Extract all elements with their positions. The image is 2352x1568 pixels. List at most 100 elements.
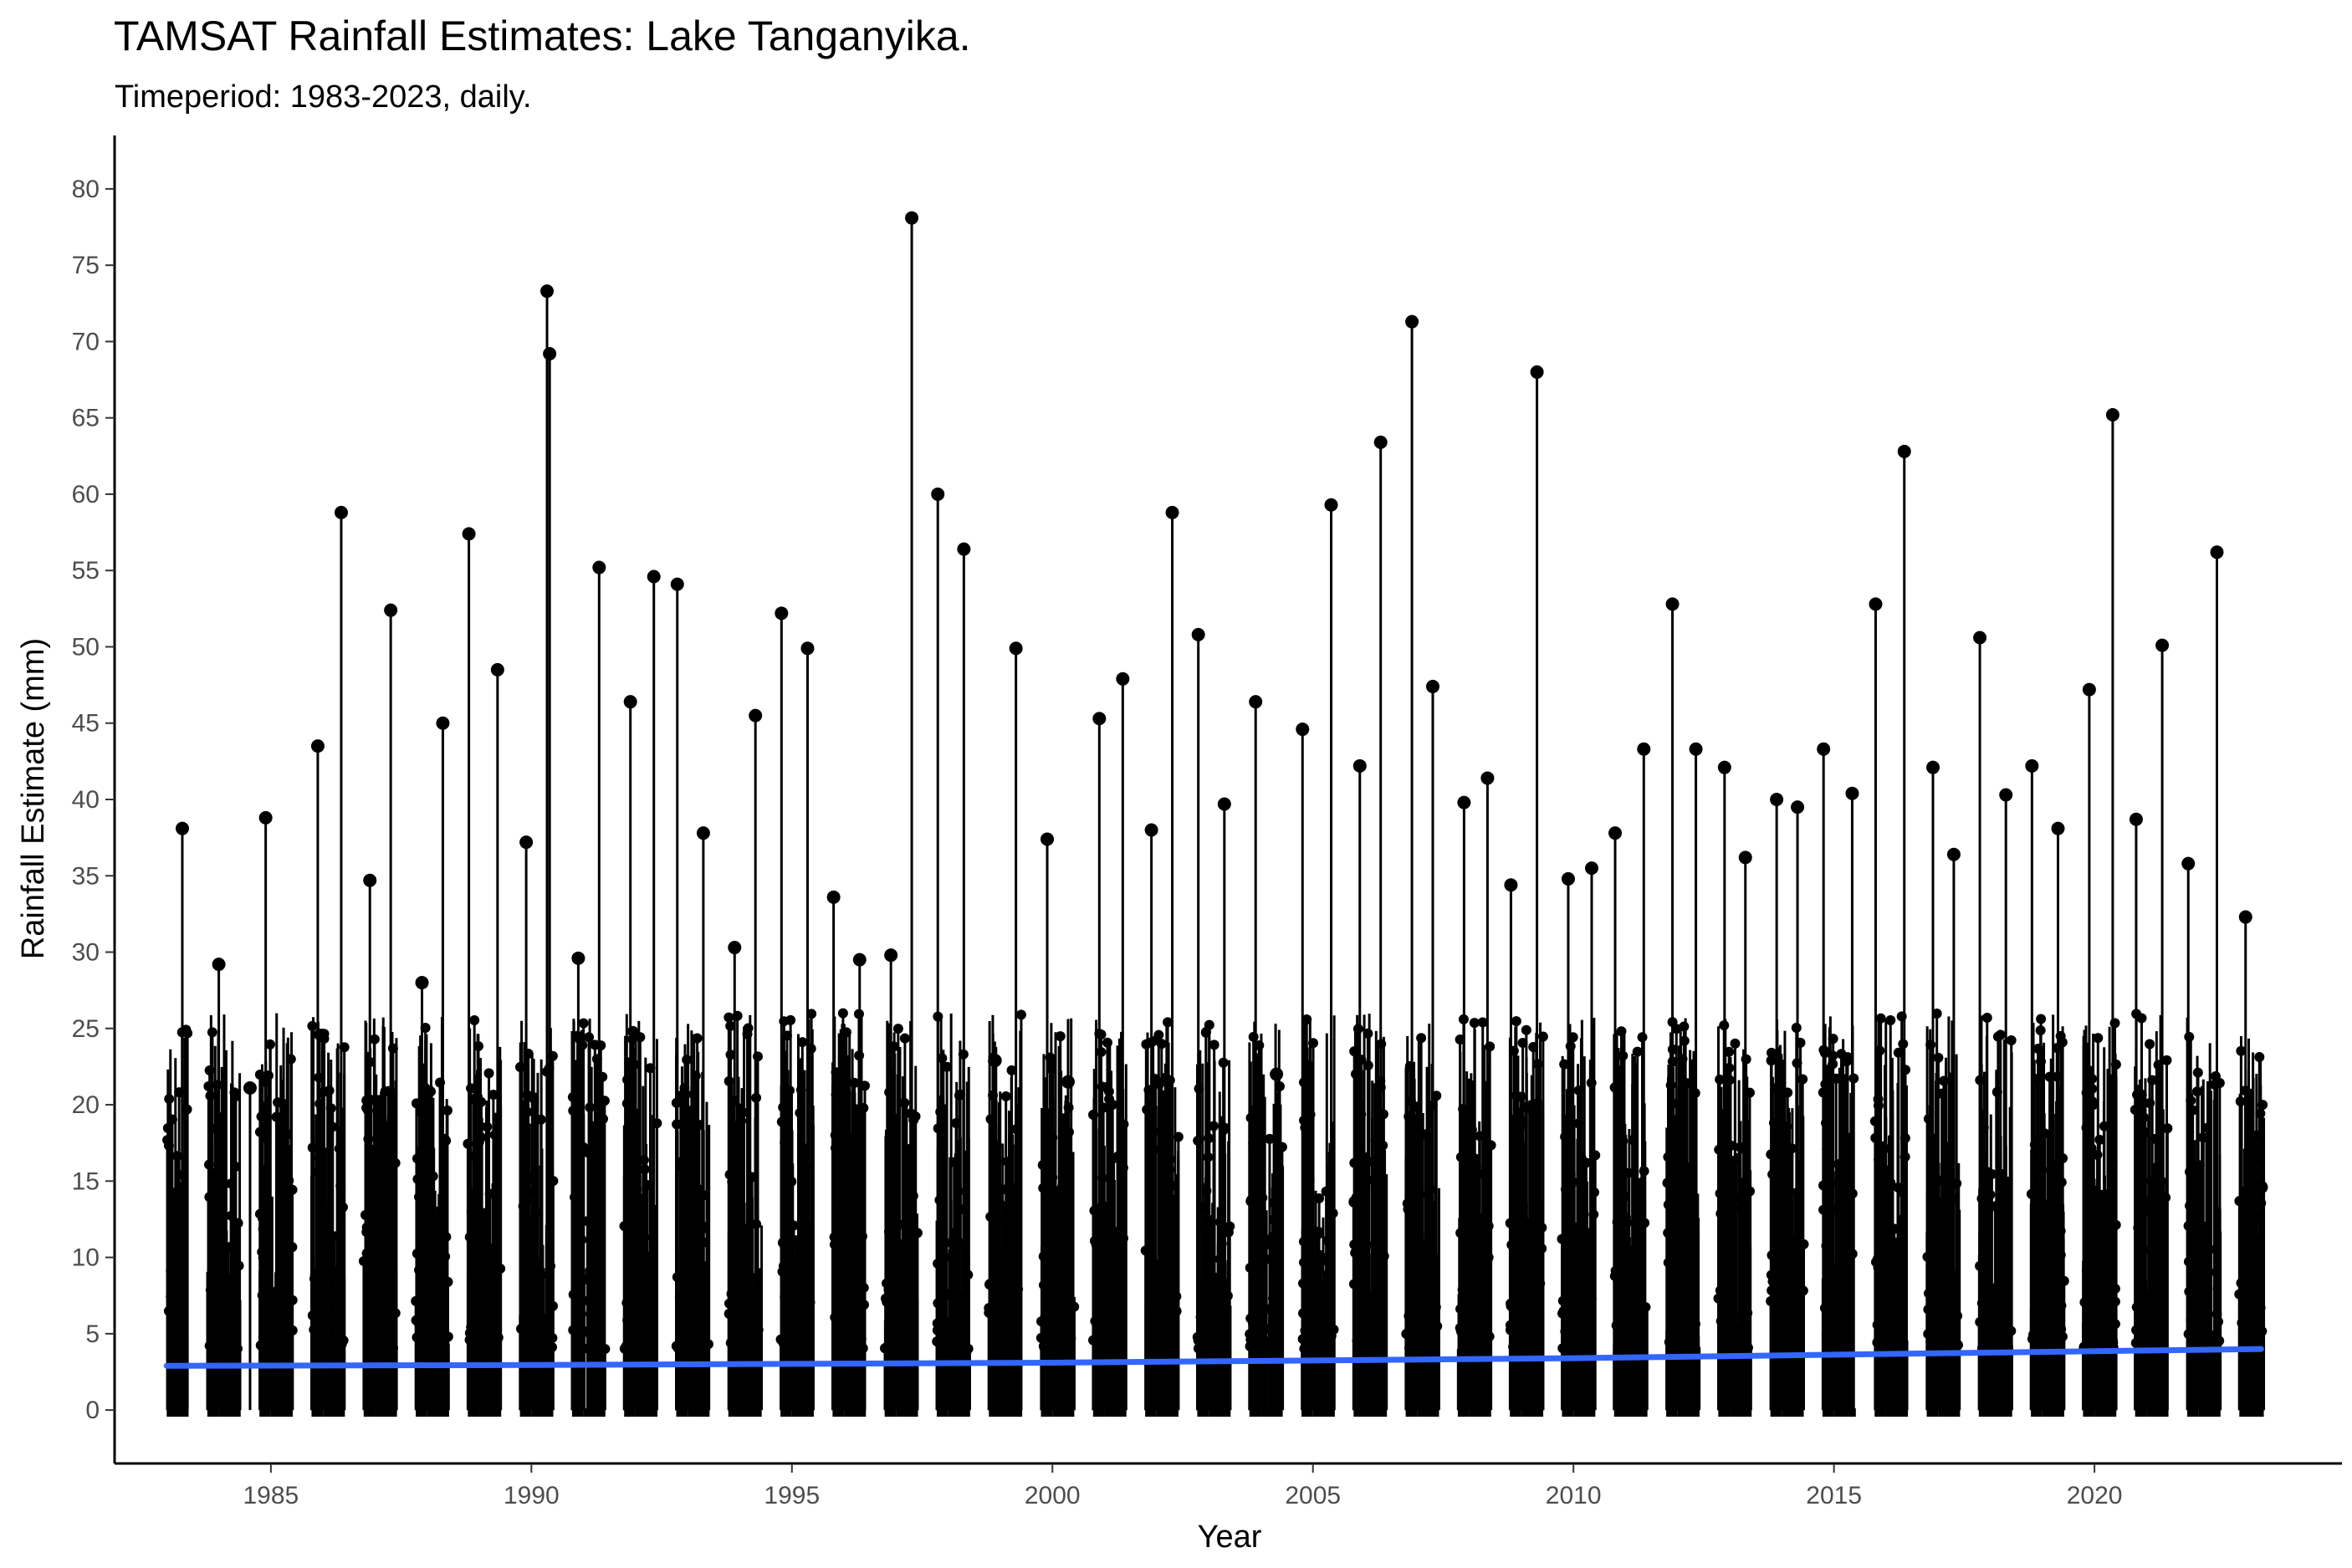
daily-rainfall-point [1420, 1129, 1431, 1140]
daily-rainfall-point [1621, 1246, 1632, 1257]
daily-rainfall-point [1637, 1032, 1648, 1043]
daily-rainfall-point [1000, 1091, 1011, 1102]
daily-rainfall-point [1469, 1018, 1480, 1029]
daily-rainfall-point [590, 1039, 601, 1050]
daily-rainfall-point [1209, 1039, 1219, 1050]
zero-rainfall-band [1260, 1408, 1283, 1417]
daily-rainfall-point [692, 1033, 703, 1044]
daily-rainfall-point [1767, 1047, 1777, 1058]
zero-rainfall-band [519, 1408, 532, 1417]
daily-rainfall-point [858, 1282, 869, 1293]
zero-rainfall-band [1104, 1408, 1127, 1417]
daily-rainfall-point [723, 1012, 734, 1023]
daily-rainfall-point [1523, 1276, 1534, 1287]
daily-rainfall-point [1521, 1101, 1531, 1112]
daily-rainfall-point [1416, 1033, 1427, 1044]
daily-rainfall-point [984, 1279, 994, 1290]
daily-rainfall-point [426, 1086, 437, 1097]
zero-rainfall-band [479, 1408, 502, 1417]
daily-rainfall-point [858, 1102, 869, 1113]
daily-rainfall-point [1363, 1028, 1373, 1039]
daily-rainfall-point [1682, 1254, 1693, 1265]
zero-rainfall-band [1052, 1408, 1075, 1417]
daily-rainfall-point [1623, 1167, 1634, 1178]
daily-rainfall-point [469, 1015, 480, 1026]
daily-rainfall-point [1632, 1046, 1643, 1057]
zero-rainfall-band [948, 1408, 970, 1417]
zero-rainfall-band [896, 1408, 918, 1417]
zero-rainfall-band [635, 1408, 658, 1417]
daily-rainfall-point [1204, 1019, 1214, 1030]
daily-rainfall-point [1671, 1024, 1682, 1034]
zero-rainfall-band [1301, 1408, 1313, 1417]
daily-rainfall-point [1766, 1055, 1777, 1066]
zero-rainfall-band [1625, 1408, 1648, 1417]
daily-rainfall-point [1171, 1291, 1182, 1302]
daily-rainfall-point [1245, 1195, 1256, 1206]
zero-rainfall-band [780, 1408, 792, 1417]
daily-rainfall-point [631, 1140, 642, 1151]
zero-rainfall-band [1405, 1408, 1418, 1417]
zero-rainfall-band [844, 1408, 867, 1417]
daily-rainfall-point [1055, 1031, 1066, 1042]
daily-rainfall-point [171, 1151, 182, 1162]
daily-rainfall-point [1015, 1009, 1026, 1020]
daily-rainfall-point [631, 1276, 642, 1287]
daily-rainfall-point [631, 1321, 642, 1332]
daily-rainfall-point [578, 1295, 589, 1306]
daily-rainfall-point [1264, 1324, 1275, 1335]
daily-rainfall-point [319, 1029, 330, 1039]
daily-rainfall-point [163, 1140, 174, 1151]
daily-rainfall-point [267, 1343, 278, 1354]
daily-rainfall-point [892, 1024, 903, 1034]
daily-rainfall-point [1511, 1016, 1521, 1027]
zero-rainfall-band [624, 1408, 636, 1417]
zero-rainfall-band [259, 1408, 271, 1417]
daily-rainfall-point [985, 1114, 996, 1125]
daily-rainfall-point [635, 1032, 646, 1043]
daily-rainfall-point [1735, 1142, 1746, 1152]
zero-rainfall-band [1249, 1408, 1261, 1417]
zero-rainfall-band [884, 1408, 897, 1417]
daily-rainfall-point [204, 1192, 215, 1203]
daily-rainfall-point [164, 1094, 175, 1105]
daily-rainfall-point [488, 1090, 499, 1101]
daily-rainfall-point [899, 1033, 910, 1044]
daily-rainfall-point [1208, 1298, 1219, 1309]
daily-rainfall-point [785, 1014, 796, 1025]
daily-rainfall-point [223, 1273, 234, 1284]
daily-rainfall-point [469, 1297, 480, 1308]
daily-rainfall-point [411, 1315, 422, 1325]
zero-rainfall-band [1457, 1408, 1470, 1417]
daily-rainfall-point [1572, 1222, 1582, 1233]
zero-rainfall-band [166, 1408, 189, 1417]
zero-rainfall-band [1353, 1408, 1366, 1417]
zero-rainfall-band [1000, 1408, 1023, 1417]
daily-rainfall-point [683, 1307, 693, 1318]
daily-rainfall-point [1214, 1217, 1225, 1228]
zero-rainfall-band [1718, 1408, 1731, 1417]
daily-rainfall-point [1612, 1217, 1623, 1228]
daily-rainfall-point [837, 1008, 848, 1019]
zero-rainfall-band [427, 1408, 449, 1417]
zero-rainfall-band [1666, 1408, 1678, 1417]
zero-rainfall-band [207, 1408, 219, 1417]
daily-rainfall-point [1517, 1116, 1528, 1127]
daily-rainfall-point [1744, 1186, 1755, 1197]
daily-rainfall-point [254, 1126, 265, 1137]
daily-rainfall-point [841, 1027, 851, 1038]
chart-title: TAMSAT Rainfall Estimates: Lake Tanganyi… [114, 13, 971, 59]
daily-rainfall-point [571, 1060, 582, 1070]
zero-rainfall-band [375, 1408, 397, 1417]
daily-rainfall-point [1102, 1037, 1112, 1048]
zero-rainfall-band [468, 1408, 480, 1417]
daily-rainfall-point [476, 1096, 487, 1107]
zero-rainfall-band [1197, 1408, 1209, 1417]
zero-rainfall-band [363, 1408, 376, 1417]
zero-rainfall-band [1469, 1408, 1491, 1417]
daily-rainfall-point [1153, 1029, 1164, 1040]
zero-rainfall-band [1041, 1408, 1053, 1417]
daily-rainfall-point [1264, 1133, 1275, 1144]
daily-rainfall-point [207, 1027, 217, 1038]
daily-rainfall-point [182, 1104, 192, 1115]
